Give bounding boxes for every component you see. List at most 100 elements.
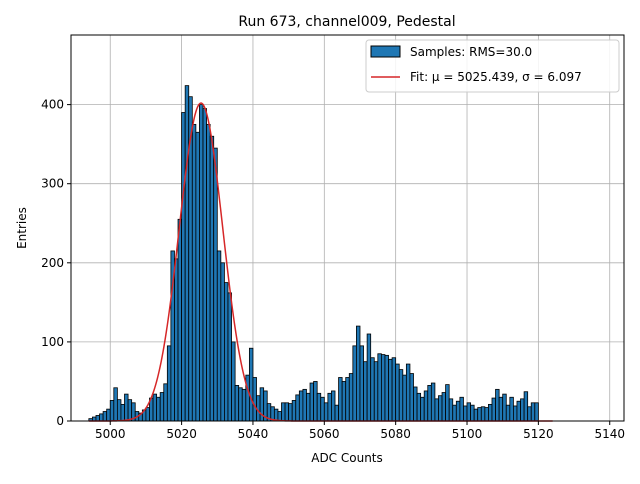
histogram-bar [430,382,436,422]
x-tick-label: 5000 [95,427,126,441]
chart-title: Run 673, channel009, Pedestal [238,14,455,30]
histogram-bar [331,390,336,422]
histogram-bar [395,363,400,422]
histogram-bar [480,406,486,422]
histogram-bar [477,407,482,422]
histogram-bar [213,147,218,422]
histogram-bar [388,358,393,422]
histogram-bar [384,354,389,422]
histogram-bar [459,396,464,422]
histogram-bar [145,407,150,422]
x-tick-label: 5080 [380,427,411,441]
histogram-bar [359,345,364,422]
histogram-bar [206,123,211,422]
histogram-bar [191,123,197,422]
histogram-bar [95,415,100,422]
histogram-bar [402,374,407,422]
histogram-bar [416,392,422,422]
histogram-bar [284,402,290,422]
histogram-bar [409,373,414,422]
histogram-bar [520,398,525,422]
legend: Samples: RMS=30.0 Fit: μ = 5025.439, σ =… [365,39,620,93]
histogram-bar [377,353,382,422]
y-tick-label: 400 [41,98,64,112]
histogram-bar [202,108,207,422]
histogram-bar [220,262,225,422]
histogram-bar [102,411,108,422]
histogram-bar [241,388,247,422]
histogram-bar [348,373,354,422]
histogram-bars [88,85,539,422]
histogram-bar [513,405,518,422]
histogram-bar [298,390,304,422]
histogram-bar [366,333,372,422]
histogram-bar [530,402,536,422]
histogram-bar [345,377,350,422]
histogram-bar [277,411,282,422]
histogram-bar [177,218,182,422]
x-axis-ticks: 5000 5020 5040 5060 5080 5100 5120 5140 [95,421,625,441]
histogram-bar [316,392,322,422]
histogram-bar [227,292,232,422]
histogram-bar [495,388,500,422]
x-tick-label: 5020 [166,427,197,441]
histogram-bar [174,258,179,422]
histogram-bar [216,250,222,422]
histogram-bar [181,112,186,422]
histogram-bar [288,403,293,422]
axes-frame [70,34,625,422]
histogram-bar [195,131,200,422]
y-tick-label: 100 [41,335,64,349]
histogram-bar [306,392,311,422]
histogram-bar [234,385,240,422]
histogram-bar [320,396,325,422]
histogram-bar [488,403,493,422]
histogram-bar [291,400,297,422]
histogram-bar [441,392,447,422]
histogram-bar [124,393,129,422]
x-tick-label: 5120 [523,427,554,441]
histogram-bar [502,393,507,422]
x-tick-label: 5060 [309,427,340,441]
histogram-bar [245,374,250,422]
histogram-bar [509,396,514,422]
histogram-bar [373,361,379,422]
histogram-bar [231,341,236,422]
histogram-bar [156,396,161,422]
histogram-bar [113,387,118,422]
histogram-bar [309,382,315,422]
histogram-bar [434,398,439,422]
histogram-bar [463,405,468,422]
legend-box [365,39,620,93]
histogram-bar [248,347,254,422]
histogram-bar [238,387,243,422]
histogram-bar [427,385,432,422]
histogram-bar [334,404,339,422]
histogram-bar [438,395,443,422]
histogram-bar [313,381,318,422]
histogram-bar [484,407,489,422]
histogram-bar [452,404,457,422]
histogram-bar [327,392,332,422]
histogram-bar [356,325,361,422]
histogram-bar [534,402,539,422]
histogram-bar [302,388,307,422]
histogram-bar [273,408,279,422]
y-tick-label: 200 [41,256,64,270]
histogram-bar [338,377,343,422]
histogram-bar [209,135,215,422]
histogram-bar [516,400,521,422]
histogram-bar [405,363,411,422]
histogram-bar [420,396,425,422]
histogram-bar [352,345,357,422]
histogram-bar [470,404,475,422]
histogram-bar [166,345,172,422]
histogram-bar [116,399,122,422]
y-tick-label: 0 [56,414,64,428]
histogram-bar [391,357,397,422]
histogram-bar [466,402,471,422]
legend-histogram-swatch [370,45,401,58]
histogram-bar [163,383,168,422]
